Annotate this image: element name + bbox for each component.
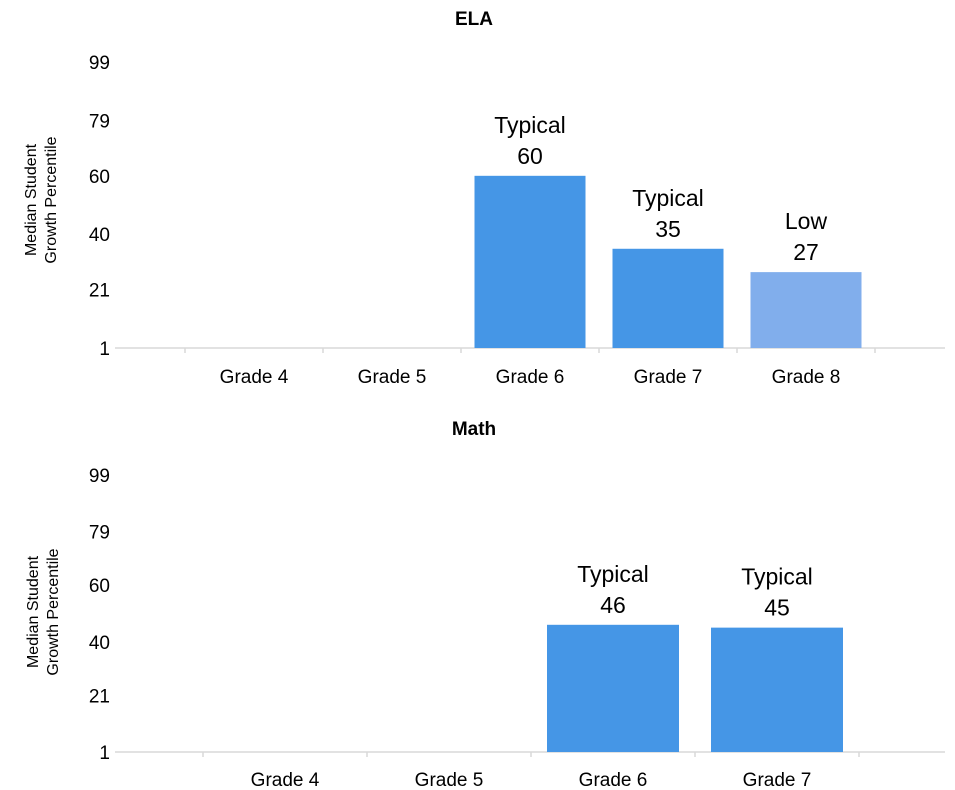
bar	[547, 624, 679, 752]
x-tick-label: Grade 6	[496, 367, 565, 388]
data-label-category: Low	[785, 208, 828, 234]
x-tick-label: Grade 6	[579, 770, 648, 790]
data-label-value: 27	[793, 239, 819, 265]
bar	[750, 272, 862, 348]
ela-chart-panel: ELA Median Student Growth Percentile 1 21 40 6…	[23, 9, 945, 388]
x-tick-label: Grade 4	[251, 770, 320, 790]
bar	[711, 627, 843, 752]
data-label-category: Typical	[577, 561, 649, 587]
y-axis-label: Median Student	[23, 143, 40, 256]
x-tick-label: Grade 7	[743, 770, 812, 790]
y-tick-label: 60	[89, 167, 110, 188]
y-axis-label: Median Student	[25, 555, 42, 668]
y-tick-label: 99	[89, 53, 110, 74]
y-axis-label: Growth Percentile	[45, 548, 62, 675]
y-tick-label: 60	[89, 576, 110, 597]
data-label-value: 45	[764, 595, 790, 621]
math-chart-panel: Math Median Student Growth Percentile 1 21 40…	[25, 419, 945, 790]
data-label-category: Typical	[741, 564, 813, 590]
data-label-value: 60	[517, 143, 543, 169]
y-tick-label: 21	[89, 686, 110, 707]
x-tick-label: Grade 8	[772, 367, 841, 388]
y-tick-label: 40	[89, 225, 110, 246]
data-label-category: Typical	[632, 185, 704, 211]
y-tick-label: 1	[99, 743, 110, 764]
x-tick-label: Grade 5	[358, 367, 427, 388]
y-tick-label: 79	[89, 111, 110, 132]
x-tick-label: Grade 7	[634, 367, 703, 388]
x-tick-label: Grade 5	[415, 770, 484, 790]
bar	[474, 175, 586, 348]
data-label-category: Typical	[494, 112, 566, 138]
chart-title: Math	[452, 419, 496, 440]
data-label-value: 35	[655, 216, 681, 242]
y-axis-label: Growth Percentile	[43, 136, 60, 263]
y-tick-label: 79	[89, 523, 110, 544]
chart-title: ELA	[455, 9, 493, 30]
y-tick-label: 1	[99, 339, 110, 360]
y-tick-label: 99	[89, 466, 110, 487]
y-tick-label: 40	[89, 633, 110, 654]
data-label-value: 46	[600, 592, 626, 618]
y-tick-label: 21	[89, 281, 110, 302]
x-tick-label: Grade 4	[220, 367, 289, 388]
bar	[612, 248, 724, 348]
